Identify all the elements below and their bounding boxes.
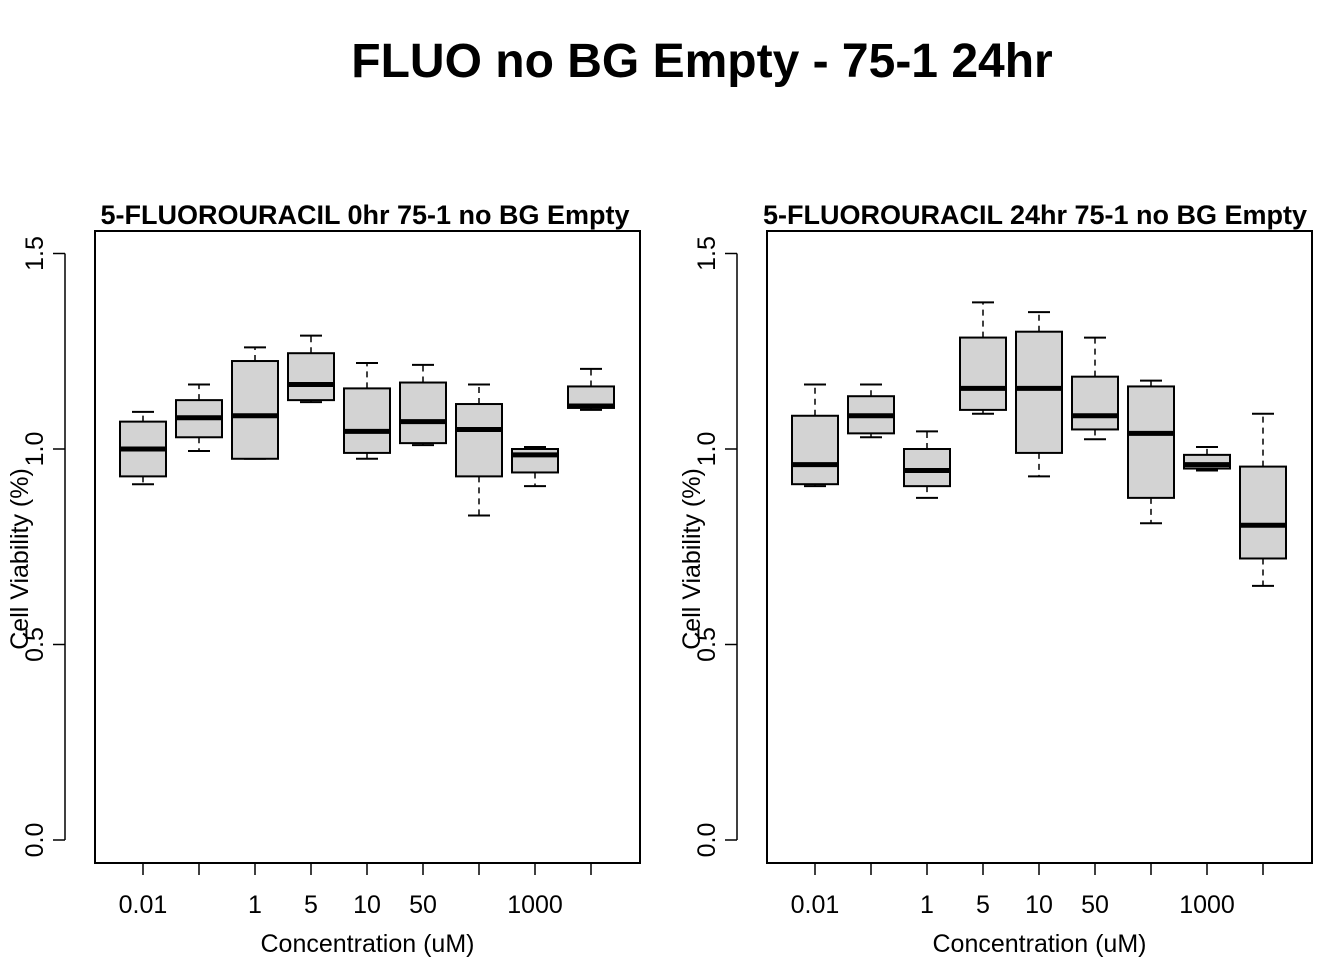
box-iqr — [1071, 375, 1119, 431]
y-tick-label: 0.0 — [21, 823, 49, 858]
x-tick-label: 1 — [920, 891, 934, 919]
y-axis-label: Cell Viability (%) — [678, 468, 706, 650]
y-tick-label: 0.5 — [21, 627, 49, 662]
box-plot — [1071, 336, 1119, 441]
x-tick-label: 50 — [409, 891, 437, 919]
box-plot — [903, 430, 951, 499]
y-tick-label: 1.0 — [21, 432, 49, 467]
box-iqr — [1127, 385, 1175, 499]
panel-title: 5-FLUOROURACIL 24hr 75-1 no BG Empty — [763, 200, 1307, 230]
plot-frame — [94, 230, 641, 864]
box-plot — [399, 363, 447, 447]
box-plot — [791, 383, 839, 488]
box-plot — [1239, 412, 1287, 587]
x-tick-label: 1000 — [507, 891, 563, 919]
box-plot — [343, 361, 391, 460]
y-tick-label: 1.5 — [21, 236, 49, 271]
box-iqr — [455, 403, 503, 478]
box-plot — [287, 334, 335, 404]
chart-panel-left: 5-FLUOROURACIL 0hr 75-1 no BG Empty 0.0 0.… — [6, 200, 641, 958]
box-iqr — [791, 414, 839, 486]
box-plot — [455, 383, 503, 517]
x-tick-label: 1 — [248, 891, 262, 919]
x-axis-label: Concentration (uM) — [933, 930, 1147, 958]
x-tick-label: 10 — [1025, 891, 1053, 919]
box-plot — [119, 410, 167, 486]
x-tick-label: 5 — [304, 891, 318, 919]
box-plot — [1183, 446, 1231, 472]
x-tick-label: 10 — [353, 891, 381, 919]
y-tick-label: 0.0 — [693, 823, 721, 858]
x-tick-label: 0.01 — [791, 891, 840, 919]
panel-title: 5-FLUOROURACIL 0hr 75-1 no BG Empty — [100, 200, 629, 230]
x-tick-label: 0.01 — [119, 891, 168, 919]
box-plot — [1015, 311, 1063, 478]
page-title: FLUO no BG Empty - 75-1 24hr — [351, 35, 1053, 88]
x-tick-label: 50 — [1081, 891, 1109, 919]
x-axis-label: Concentration (uM) — [261, 930, 475, 958]
box-iqr — [1015, 330, 1063, 454]
y-tick-label: 1.5 — [693, 236, 721, 271]
chart-panel-right: 5-FLUOROURACIL 24hr 75-1 no BG Empty 0.0 0… — [678, 200, 1313, 958]
box-iqr — [287, 352, 335, 402]
y-tick-label: 1.0 — [693, 432, 721, 467]
box-plot — [1127, 379, 1175, 525]
box-plot — [511, 446, 559, 488]
box-iqr — [959, 336, 1007, 411]
box-plot — [175, 383, 223, 452]
box-iqr — [399, 381, 447, 445]
x-tick-label: 5 — [976, 891, 990, 919]
box-iqr — [343, 387, 391, 454]
y-axis-label: Cell Viability (%) — [6, 468, 34, 650]
box-iqr — [231, 360, 279, 460]
y-tick-label: 0.5 — [693, 627, 721, 662]
box-plot — [567, 367, 615, 411]
box-iqr — [903, 448, 951, 488]
box-plot — [847, 383, 895, 439]
box-plot — [959, 301, 1007, 415]
box-iqr — [1239, 465, 1287, 560]
box-plot — [231, 346, 279, 460]
x-tick-label: 1000 — [1179, 891, 1235, 919]
